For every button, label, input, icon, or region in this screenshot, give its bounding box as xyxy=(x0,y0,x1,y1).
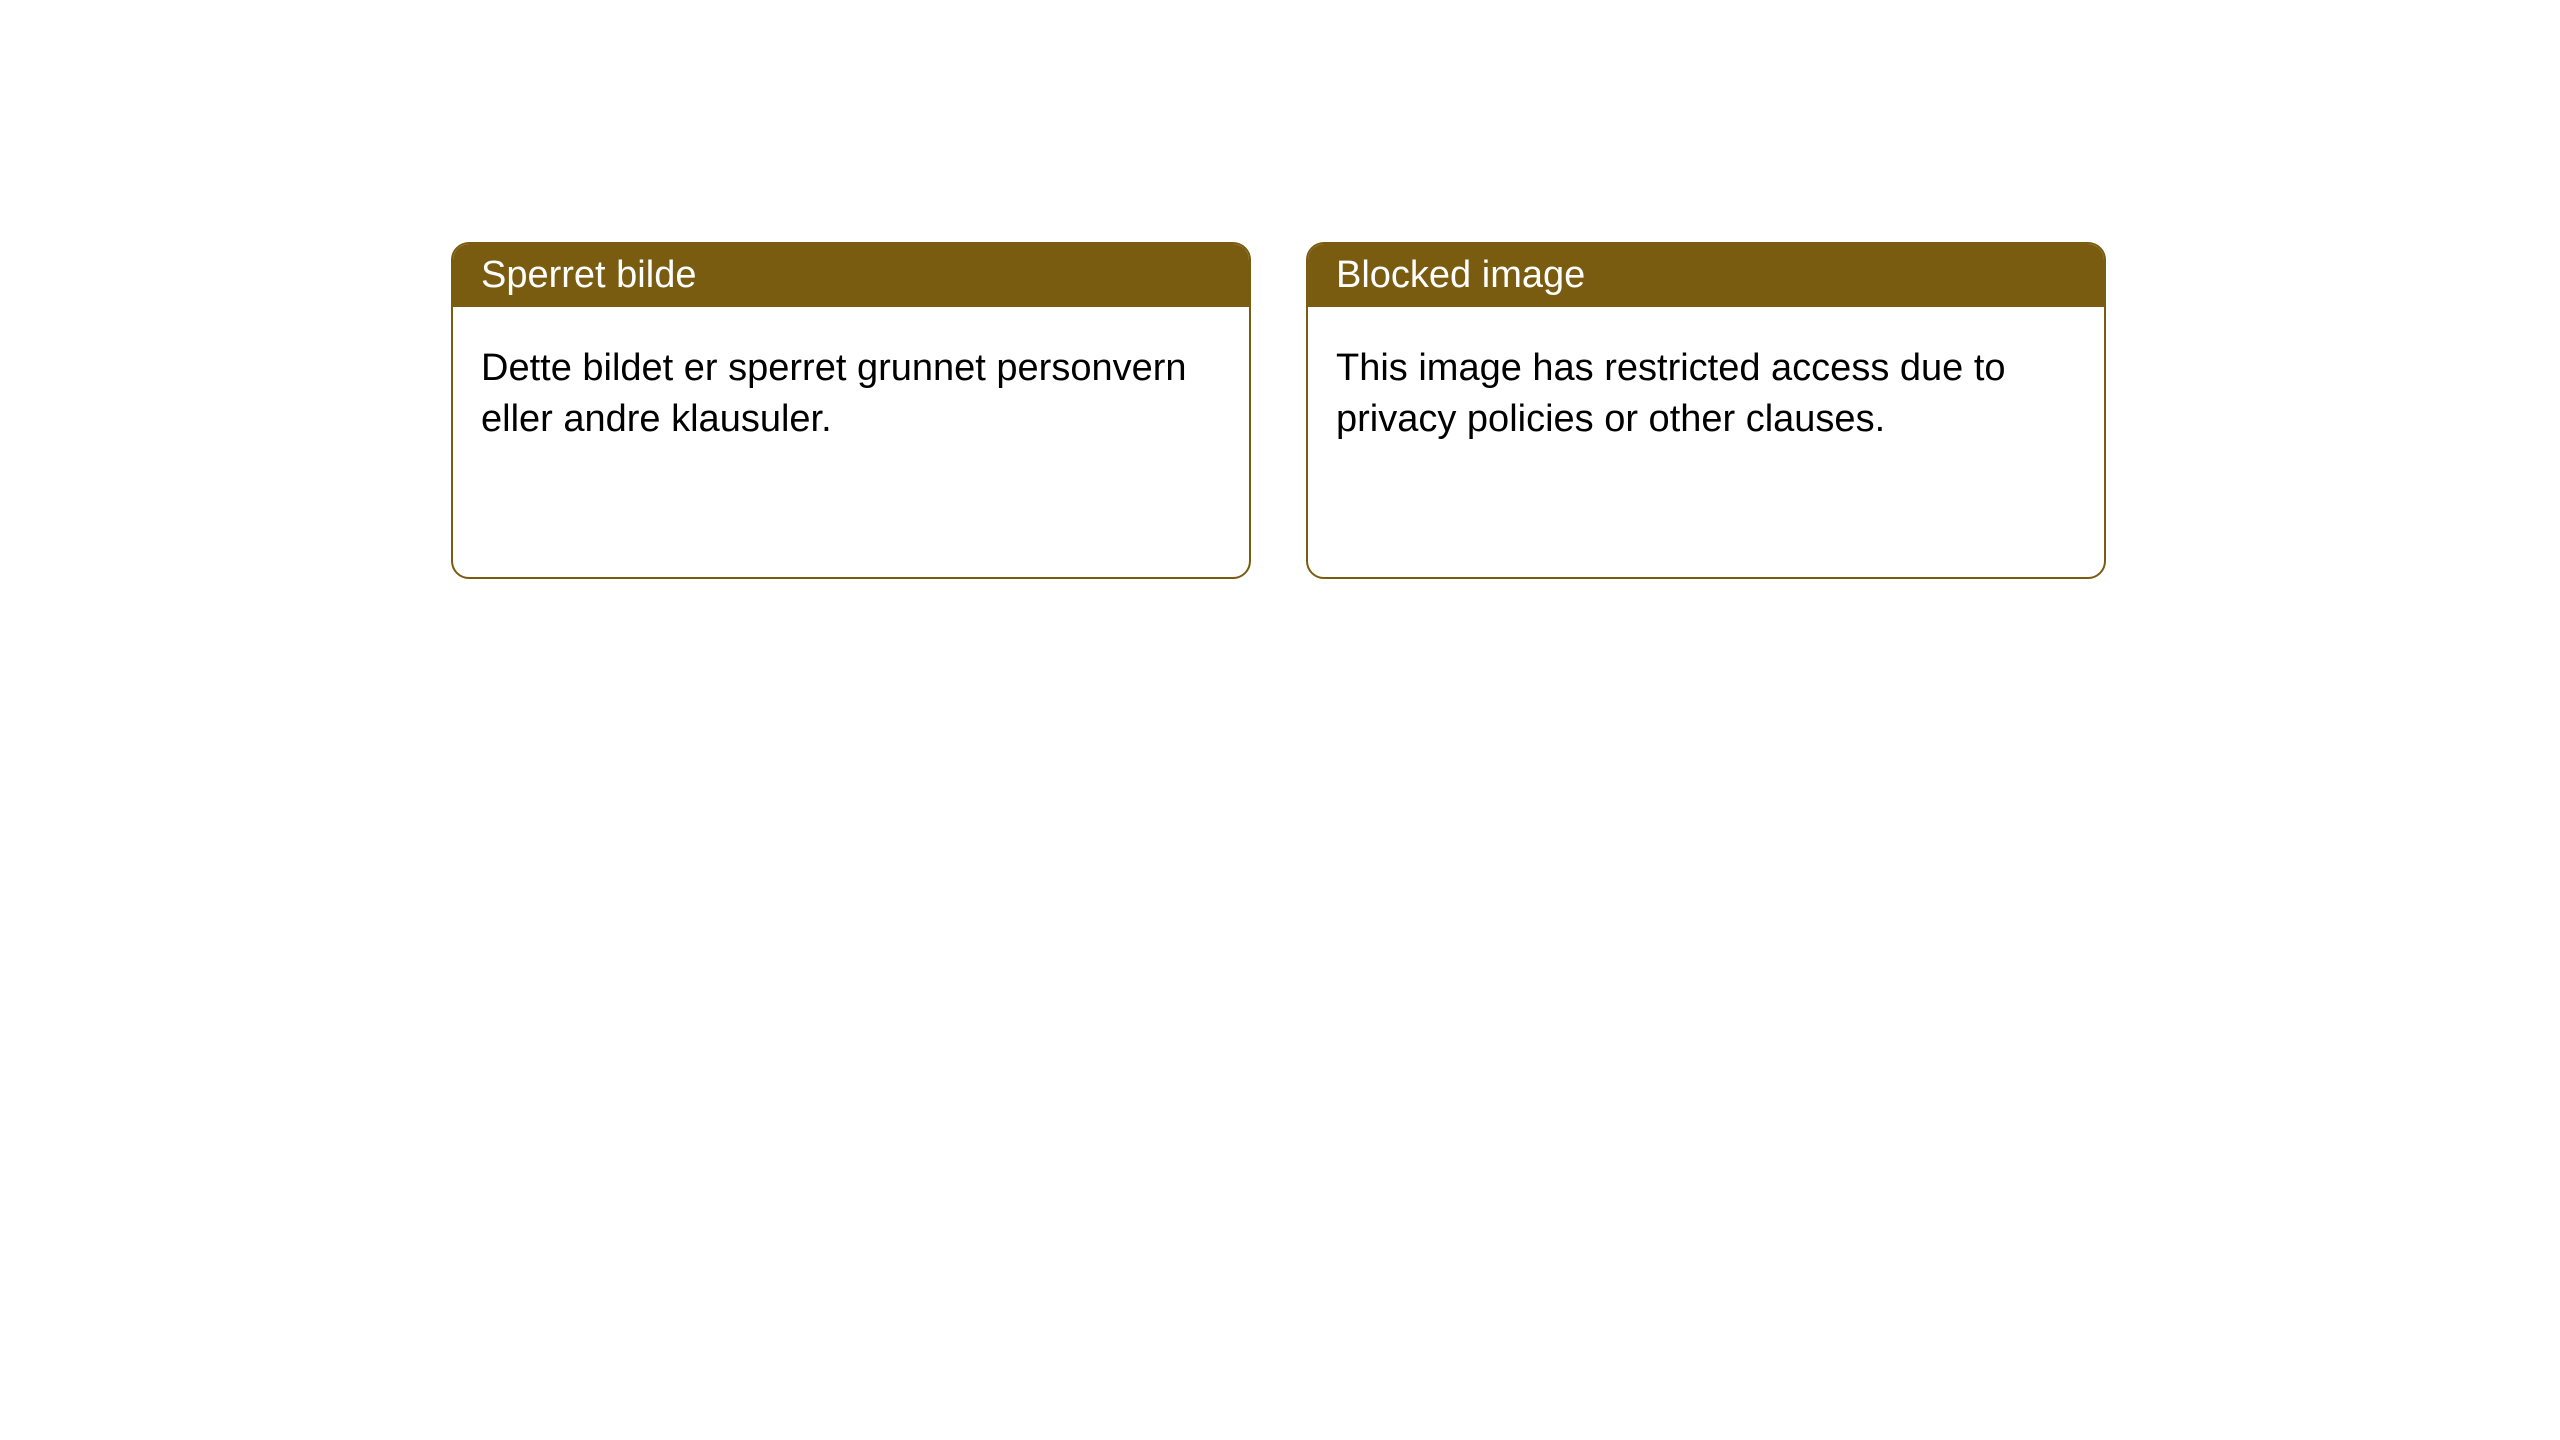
cards-container: Sperret bilde Dette bildet er sperret gr… xyxy=(451,242,2106,579)
card-header-norwegian: Sperret bilde xyxy=(453,244,1249,307)
card-body-english: This image has restricted access due to … xyxy=(1308,307,2104,577)
card-body-norwegian: Dette bildet er sperret grunnet personve… xyxy=(453,307,1249,577)
card-english: Blocked image This image has restricted … xyxy=(1306,242,2106,579)
card-header-english: Blocked image xyxy=(1308,244,2104,307)
card-norwegian: Sperret bilde Dette bildet er sperret gr… xyxy=(451,242,1251,579)
